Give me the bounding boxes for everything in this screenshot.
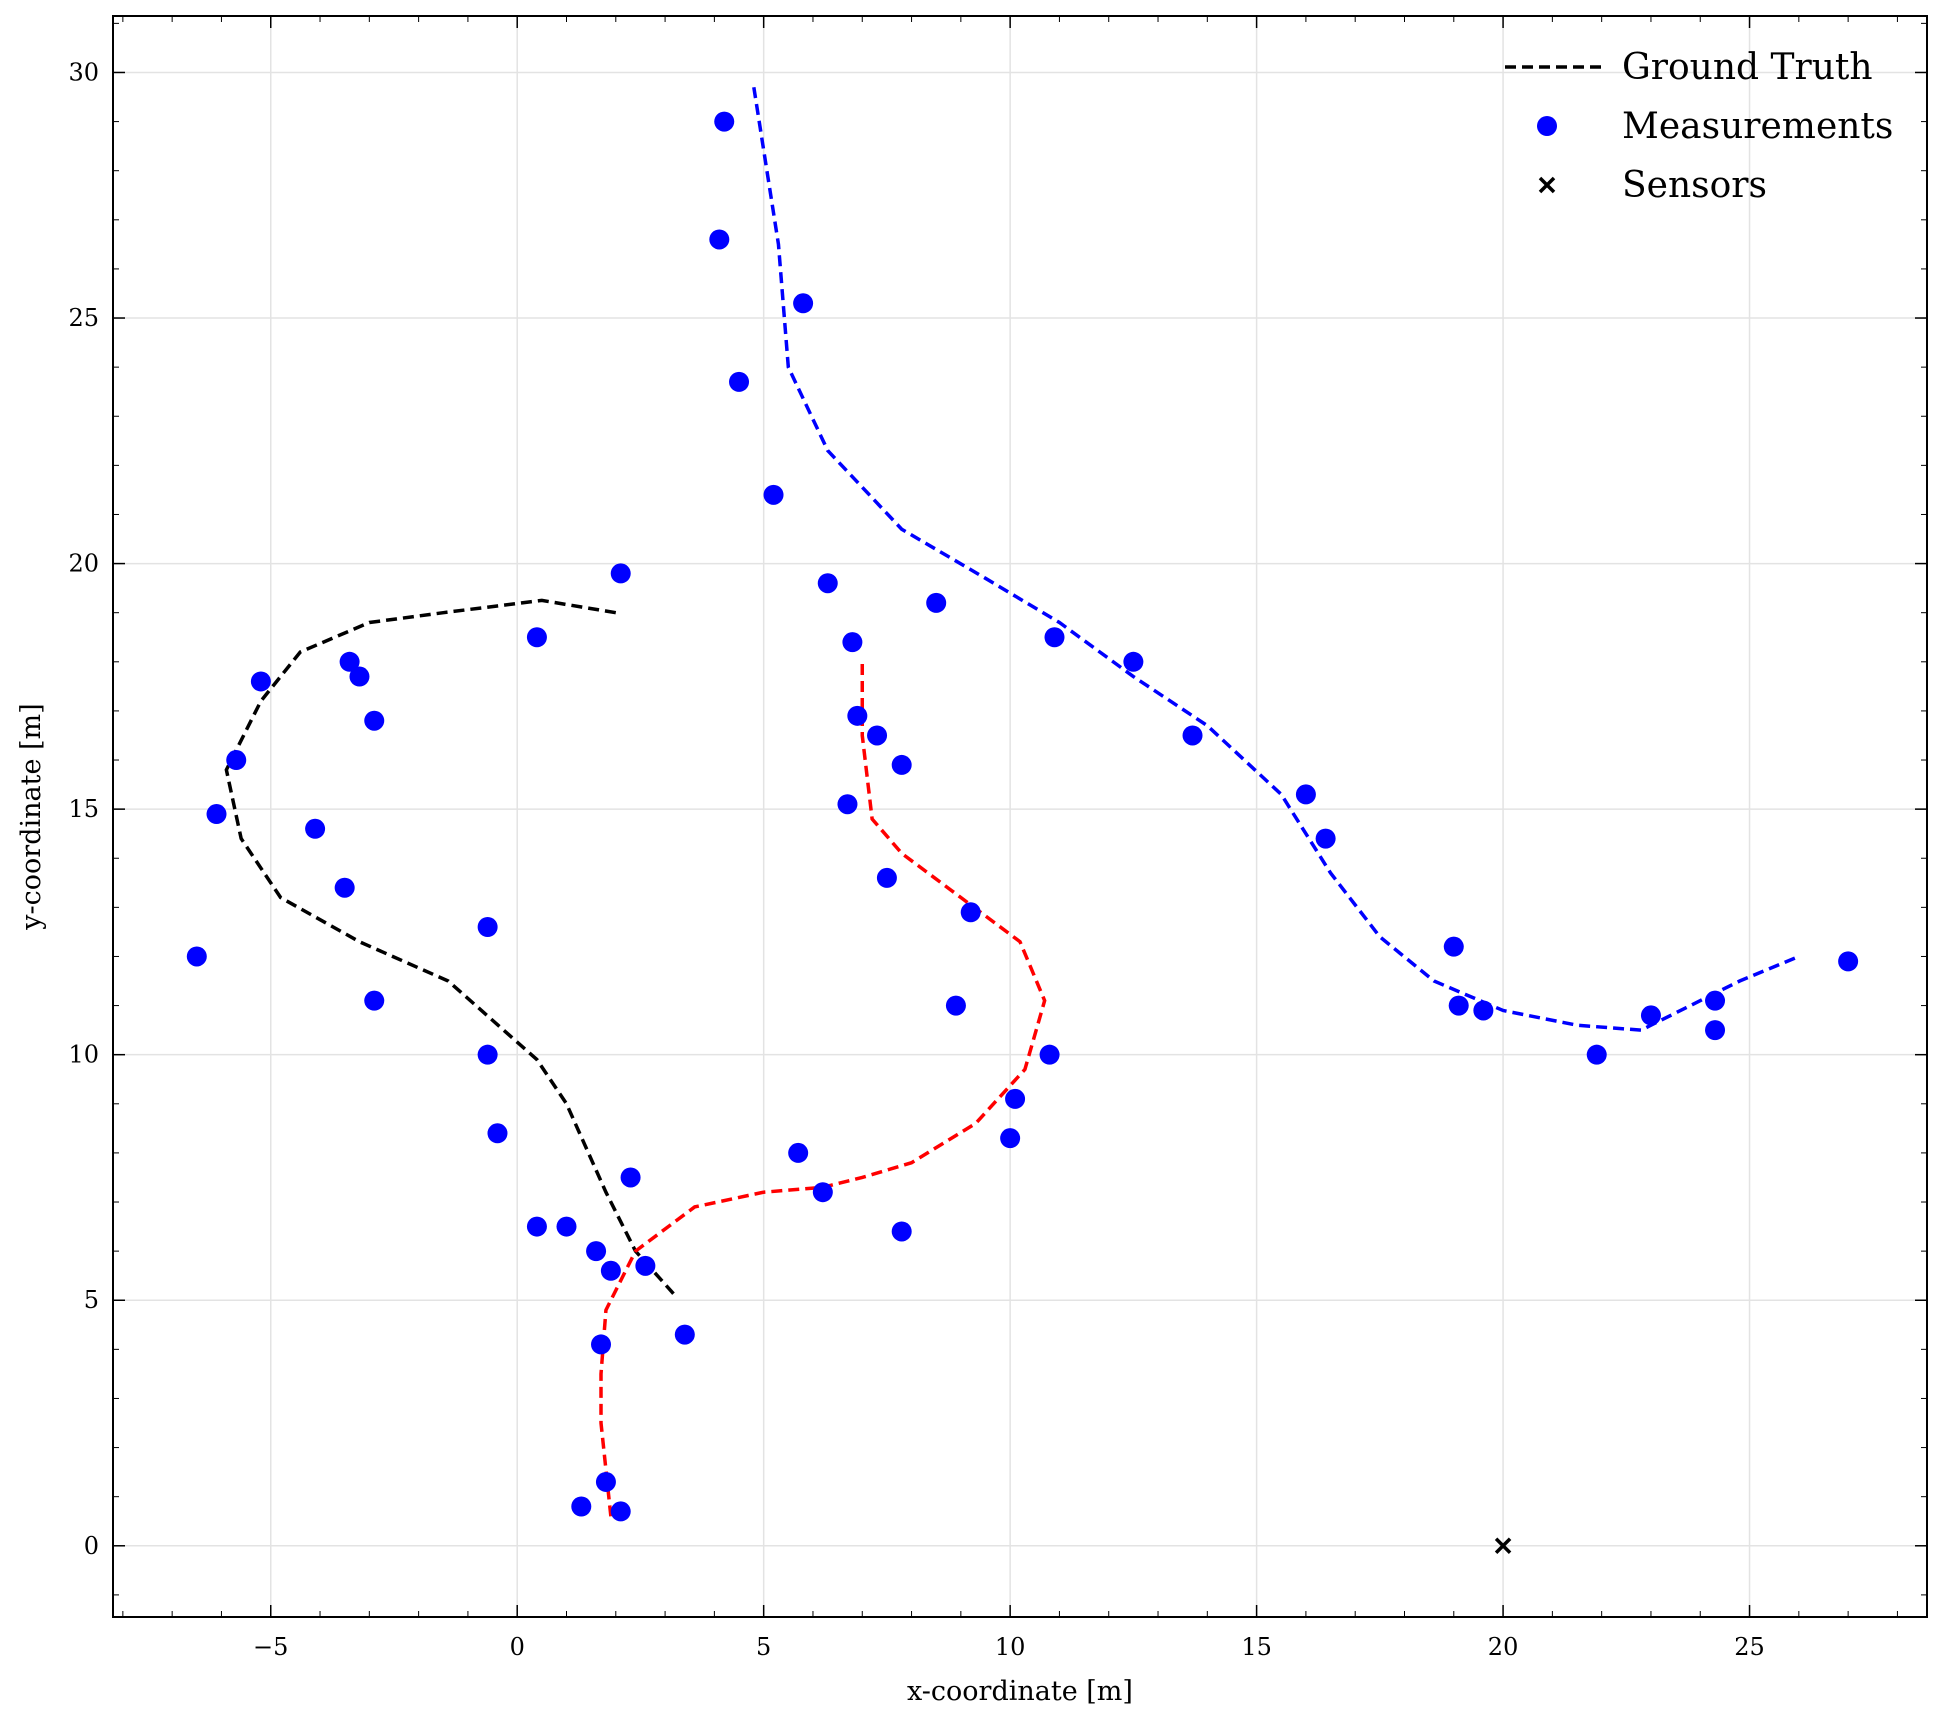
measurement-point: [1123, 651, 1144, 672]
grid: [113, 16, 1927, 1617]
measurement-point: [610, 563, 631, 584]
measurement-point: [729, 371, 750, 392]
measurement-point: [250, 671, 271, 692]
ground-truth-path: [599, 661, 1047, 1517]
axis-ticks: −5 0 5 10 15 20 25 0 5 10 15 20 25 30: [68, 16, 1927, 1661]
measurement-point: [526, 627, 547, 648]
measurement-point: [364, 710, 385, 731]
measurement-point: [891, 754, 912, 775]
y-tick-label: 30: [68, 58, 99, 86]
y-tick-label: 20: [68, 550, 99, 578]
plot-frame: [112, 15, 1928, 1618]
sensor-markers: [1494, 1537, 1512, 1555]
measurement-point: [610, 1501, 631, 1522]
measurement-point: [837, 794, 858, 815]
measurement-point: [556, 1216, 577, 1237]
measurement-point: [586, 1241, 607, 1262]
measurement-points: [186, 111, 1859, 1522]
measurement-point: [1838, 951, 1859, 972]
x-tick-label: 15: [1241, 1633, 1272, 1661]
measurement-point: [960, 902, 981, 923]
legend-label: Sensors: [1622, 165, 1767, 206]
measurement-point: [1295, 784, 1316, 805]
measurement-point: [334, 877, 355, 898]
ground-truth-path: [752, 86, 1800, 1032]
y-axis-label: y-coordinate [m]: [16, 703, 47, 930]
measurement-point: [891, 1221, 912, 1242]
measurement-point: [477, 916, 498, 937]
y-tick-label: 10: [68, 1041, 99, 1069]
measurement-point: [600, 1260, 621, 1281]
measurement-point: [1448, 995, 1469, 1016]
sensor-marker: [1494, 1537, 1512, 1555]
measurement-point: [305, 818, 326, 839]
measurement-point: [620, 1167, 641, 1188]
x-tick-label: 10: [995, 1633, 1026, 1661]
y-tick-label: 25: [68, 304, 99, 332]
measurement-point: [206, 804, 227, 825]
measurement-point: [926, 592, 947, 613]
measurement-point: [487, 1123, 508, 1144]
measurement-point: [763, 484, 784, 505]
measurement-point: [595, 1471, 616, 1492]
measurement-point: [945, 995, 966, 1016]
x-tick-label: 0: [510, 1633, 525, 1661]
measurement-point: [709, 229, 730, 250]
measurement-point: [817, 573, 838, 594]
measurement-point: [847, 705, 868, 726]
measurement-point: [635, 1255, 656, 1276]
measurement-point: [349, 666, 370, 687]
measurement-point: [714, 111, 735, 132]
legend: Ground Truth Measurements Sensors: [1505, 47, 1893, 206]
measurement-point: [186, 946, 207, 967]
measurement-point: [1039, 1044, 1060, 1065]
legend-key-measurements: [1537, 116, 1557, 136]
measurement-point: [867, 725, 888, 746]
measurement-point: [1315, 828, 1336, 849]
measurement-point: [364, 990, 385, 1011]
measurement-point: [526, 1216, 547, 1237]
measurement-point: [1443, 936, 1464, 957]
measurement-point: [1005, 1088, 1026, 1109]
legend-label: Ground Truth: [1622, 47, 1873, 88]
y-tick-label: 5: [84, 1286, 99, 1314]
measurement-point: [1044, 627, 1065, 648]
measurement-point: [788, 1142, 809, 1163]
measurement-point: [1000, 1128, 1021, 1149]
measurement-point: [1182, 725, 1203, 746]
x-tick-label: 5: [756, 1633, 771, 1661]
legend-label: Measurements: [1622, 106, 1893, 147]
y-tick-label: 15: [68, 795, 99, 823]
measurement-point: [477, 1044, 498, 1065]
measurement-point: [226, 750, 247, 771]
measurement-point: [1640, 1005, 1661, 1026]
measurement-point: [674, 1324, 695, 1345]
x-tick-label: 25: [1734, 1633, 1765, 1661]
measurement-point: [1705, 990, 1726, 1011]
y-tick-label: 0: [84, 1532, 99, 1560]
measurement-point: [1705, 1020, 1726, 1041]
measurement-point: [793, 293, 814, 314]
measurement-point: [842, 632, 863, 653]
measurement-point: [591, 1334, 612, 1355]
ground-truth-paths: [224, 86, 1800, 1517]
measurement-point: [1586, 1044, 1607, 1065]
x-axis-label: x-coordinate [m]: [907, 1676, 1133, 1707]
x-tick-label: 20: [1488, 1633, 1519, 1661]
legend-key-sensors: [1538, 176, 1556, 194]
measurement-point: [876, 867, 897, 888]
measurement-point: [571, 1496, 592, 1517]
ground-truth-path: [224, 598, 677, 1297]
measurement-point: [339, 651, 360, 672]
measurement-point: [1473, 1000, 1494, 1021]
x-tick-label: −5: [253, 1633, 288, 1661]
measurement-point: [812, 1182, 833, 1203]
